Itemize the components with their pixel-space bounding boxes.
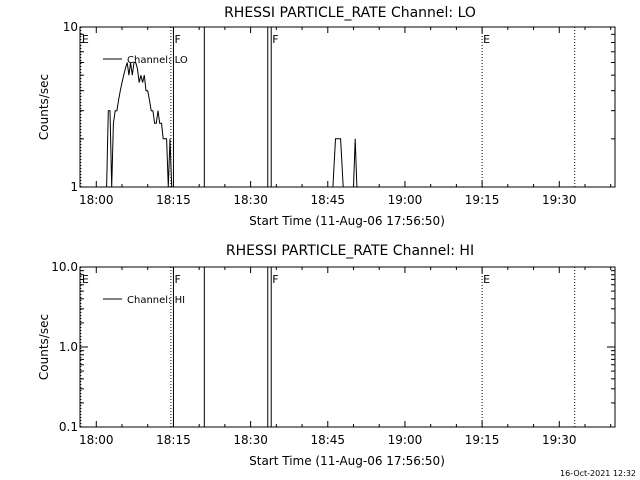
x-tick-label: 19:30 (542, 193, 577, 207)
chart-panel-0: RHESSI PARTICLE_RATE Channel: LO 18:00 18:… (37, 5, 616, 228)
footer-timestamp: 16-Oct-2021 12:32 (560, 469, 636, 478)
x-tick-label: 19:15 (465, 433, 500, 447)
event-marker-label: F (272, 273, 278, 286)
x-tick-label: 18:45 (310, 193, 345, 207)
event-marker-label: E (82, 33, 89, 46)
series-line-0 (106, 62, 358, 188)
x-tick-label: 18:30 (233, 193, 268, 207)
x-axis-label: Start Time (11-Aug-06 17:56:50) (249, 214, 445, 228)
x-tick-label: 19:00 (388, 433, 423, 447)
x-tick-label: 18:45 (310, 433, 345, 447)
x-tick-label: 18:00 (79, 433, 114, 447)
x-axis-label: Start Time (11-Aug-06 17:56:50) (249, 454, 445, 468)
x-tick-label: 18:00 (79, 193, 114, 207)
x-tick-label: 19:00 (388, 193, 423, 207)
y-tick-label: 10 (63, 20, 78, 34)
legend-label: Channel: HI (127, 295, 185, 306)
event-marker-label: F (272, 33, 278, 46)
x-tick-label: 18:15 (156, 433, 191, 447)
event-marker-label: E (483, 33, 490, 46)
y-tick-label: 0.1 (59, 420, 78, 434)
plot-frame (79, 26, 616, 188)
chart-title: RHESSI PARTICLE_RATE Channel: HI (226, 243, 474, 259)
x-tick-label: 18:30 (233, 433, 268, 447)
y-axis-label: Counts/sec (37, 74, 51, 140)
chart-title: RHESSI PARTICLE_RATE Channel: LO (224, 5, 476, 21)
y-tick-label: 1.0 (59, 340, 78, 354)
event-marker-label: E (82, 273, 89, 286)
x-tick-label: 19:30 (542, 433, 577, 447)
x-tick-label: 18:15 (156, 193, 191, 207)
legend-label: Channel: LO (127, 55, 188, 66)
event-marker-label: E (483, 273, 490, 286)
x-tick-label: 19:15 (465, 193, 500, 207)
plot-frame (79, 266, 616, 428)
chart-panel-1: RHESSI PARTICLE_RATE Channel: HI 18:00 18:… (37, 243, 616, 468)
y-axis-label: Counts/sec (37, 314, 51, 380)
event-marker-label: F (174, 33, 180, 46)
y-tick-label: 10.0 (51, 260, 78, 274)
y-tick-label: 1 (70, 180, 78, 194)
event-marker-label: F (174, 273, 180, 286)
